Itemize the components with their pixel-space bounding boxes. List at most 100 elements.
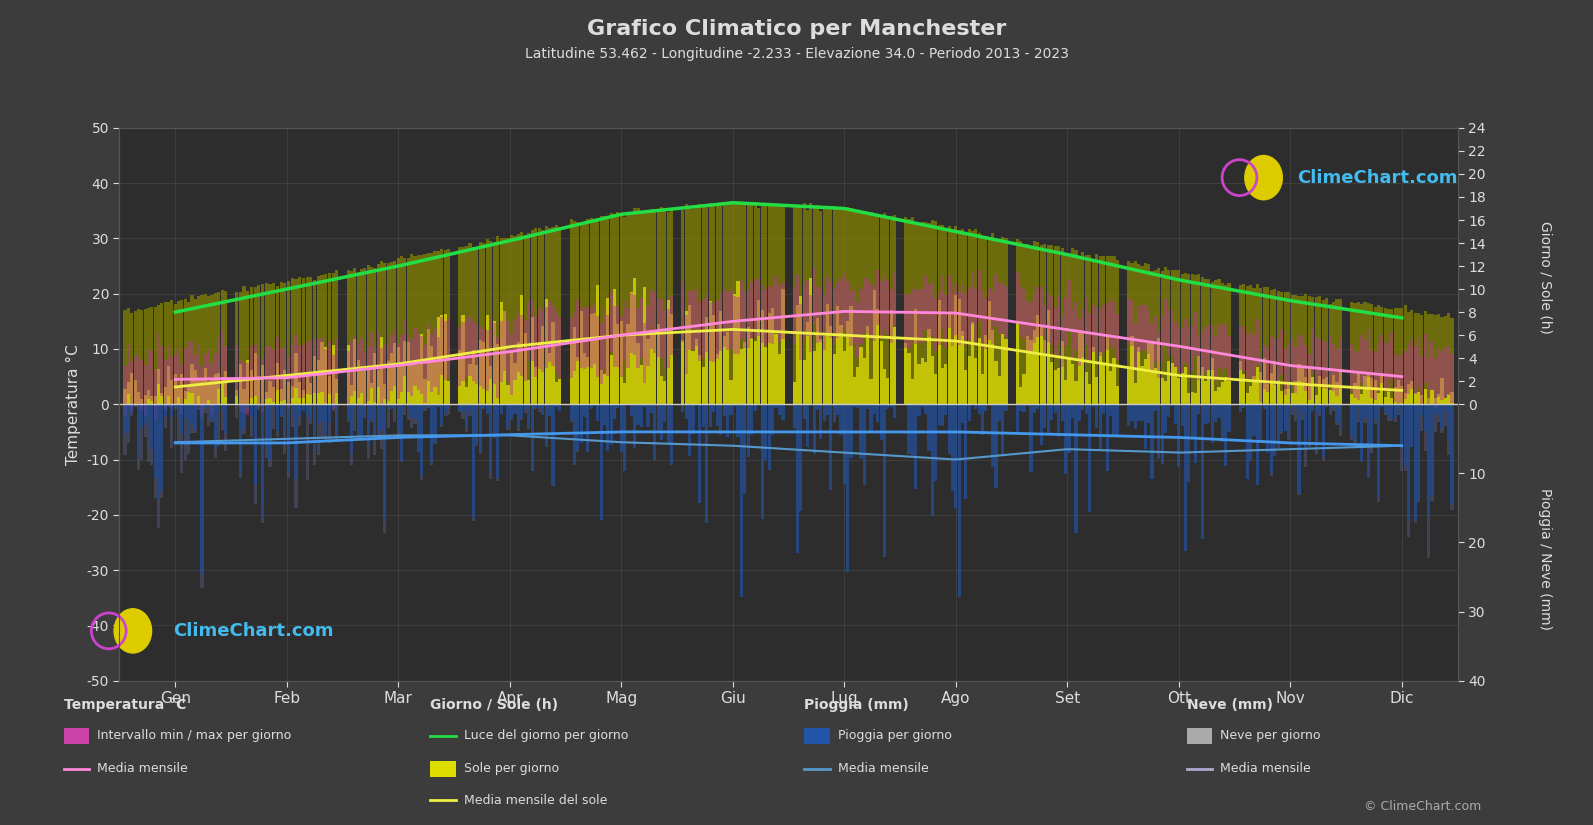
Bar — [1388, 343, 1391, 392]
Bar — [131, 313, 134, 373]
Bar — [320, 422, 323, 436]
Bar — [1061, 248, 1064, 342]
Bar — [360, 269, 363, 365]
Bar — [459, 404, 460, 411]
Bar — [623, 383, 626, 404]
Bar — [1373, 352, 1376, 400]
Bar — [941, 368, 945, 404]
Bar — [1168, 311, 1171, 356]
Bar — [883, 276, 886, 330]
Bar — [370, 332, 373, 388]
Bar — [860, 289, 862, 344]
Bar — [468, 411, 472, 416]
Bar — [1150, 324, 1153, 370]
Bar — [320, 404, 323, 422]
Bar — [1128, 298, 1129, 344]
Bar — [782, 289, 784, 404]
Bar — [207, 381, 210, 404]
Bar — [656, 324, 660, 404]
Bar — [1391, 398, 1394, 404]
Bar — [777, 404, 781, 414]
Bar — [472, 404, 475, 517]
Bar — [1388, 416, 1391, 422]
Bar — [1005, 286, 1007, 337]
Bar — [1394, 308, 1397, 387]
Bar — [1434, 404, 1437, 414]
Bar — [1325, 377, 1329, 404]
Bar — [644, 323, 647, 384]
Bar — [1043, 404, 1047, 428]
Bar — [640, 404, 644, 427]
Bar — [610, 214, 613, 355]
Bar — [1211, 358, 1214, 404]
Bar — [914, 290, 918, 344]
Bar — [613, 214, 616, 290]
Bar — [1410, 340, 1413, 389]
Bar — [551, 404, 554, 486]
Bar — [666, 309, 669, 369]
Bar — [167, 302, 170, 366]
Bar — [867, 279, 870, 334]
Bar — [883, 404, 886, 558]
Text: Pioggia (mm): Pioggia (mm) — [804, 699, 910, 712]
Bar — [933, 374, 937, 404]
Bar — [153, 396, 156, 404]
Bar — [1161, 271, 1163, 378]
Bar — [1067, 255, 1070, 359]
Bar — [336, 339, 338, 394]
Bar — [177, 404, 180, 417]
Bar — [765, 289, 768, 346]
Bar — [771, 404, 774, 435]
Bar — [604, 216, 605, 374]
Bar — [774, 276, 777, 333]
Bar — [1263, 404, 1266, 408]
Bar — [1276, 291, 1279, 380]
Bar — [793, 205, 795, 382]
Bar — [1016, 271, 1018, 323]
Bar — [258, 404, 260, 407]
Bar — [1311, 404, 1314, 411]
Bar — [409, 254, 413, 364]
Bar — [483, 408, 486, 409]
Bar — [1243, 285, 1246, 374]
Bar — [194, 356, 198, 406]
Bar — [1263, 287, 1266, 358]
Bar — [1150, 271, 1153, 342]
Bar — [1085, 298, 1088, 345]
Bar — [1023, 404, 1026, 412]
Bar — [933, 221, 937, 374]
Bar — [264, 283, 268, 392]
Bar — [620, 321, 623, 404]
Bar — [393, 343, 397, 404]
Bar — [1270, 290, 1273, 374]
Bar — [384, 404, 387, 521]
Bar — [373, 353, 376, 404]
Bar — [1451, 504, 1453, 510]
Bar — [292, 345, 293, 398]
Bar — [957, 230, 961, 299]
Bar — [1317, 296, 1321, 376]
Bar — [537, 308, 540, 369]
Bar — [1364, 340, 1367, 388]
Bar — [653, 293, 656, 352]
Bar — [264, 347, 268, 399]
Bar — [1451, 318, 1453, 392]
Bar — [1177, 270, 1180, 379]
Bar — [816, 318, 819, 404]
Bar — [261, 365, 264, 404]
Bar — [1400, 309, 1403, 386]
Bar — [1351, 404, 1352, 436]
Bar — [1198, 356, 1201, 404]
Bar — [800, 304, 803, 361]
Bar — [436, 404, 440, 406]
Bar — [559, 317, 561, 378]
Bar — [883, 213, 886, 369]
Bar — [500, 321, 503, 382]
Bar — [1137, 404, 1141, 421]
Bar — [1109, 298, 1112, 344]
Text: Media mensile: Media mensile — [1220, 762, 1311, 776]
Bar — [1047, 293, 1050, 342]
Bar — [777, 354, 781, 404]
Bar — [1201, 276, 1204, 367]
Bar — [1174, 404, 1177, 424]
